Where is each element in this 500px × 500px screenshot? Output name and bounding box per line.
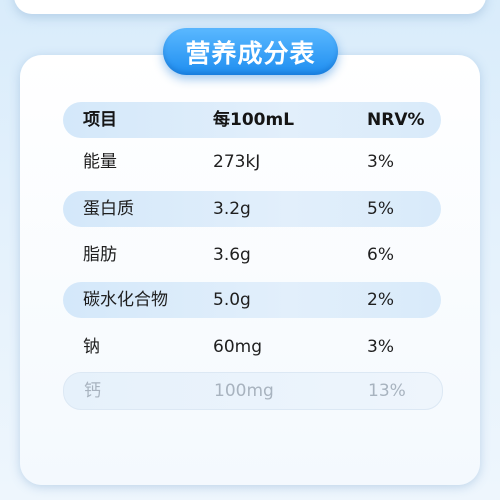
header-per-100ml: 每100mL: [213, 110, 295, 130]
nutrient-nrv: 3%: [367, 337, 394, 357]
nutrient-name: 钙: [84, 381, 101, 401]
nutrient-amount: 60mg: [213, 337, 262, 357]
nutrient-nrv: 5%: [367, 199, 394, 219]
nutrient-name: 碳水化合物: [83, 290, 168, 310]
previous-section-edge: [0, 0, 500, 40]
table-row: 钙 100mg 13%: [63, 372, 443, 410]
nutrient-amount: 3.2g: [213, 199, 251, 219]
table-row: 钠 60mg 3%: [63, 329, 441, 365]
nutrient-name: 蛋白质: [83, 199, 134, 219]
header-nrv: NRV%: [367, 110, 425, 130]
title-badge: 营养成分表: [163, 28, 338, 75]
previous-card-bottom: [14, 0, 486, 14]
table-row: 能量 273kJ 3%: [63, 144, 441, 180]
table-header-row: 项目 每100mL NRV%: [63, 102, 441, 138]
nutrient-amount: 273kJ: [213, 152, 261, 172]
nutrient-amount: 100mg: [214, 381, 274, 401]
nutrient-name: 钠: [83, 337, 100, 357]
page-title: 营养成分表: [185, 38, 316, 68]
table-row: 脂肪 3.6g 6%: [63, 237, 441, 273]
nutrient-nrv: 6%: [367, 245, 394, 265]
table-row: 碳水化合物 5.0g 2%: [63, 282, 441, 318]
nutrient-name: 能量: [83, 152, 117, 172]
table-row: 蛋白质 3.2g 5%: [63, 191, 441, 227]
nutrient-nrv: 13%: [368, 381, 406, 401]
nutrient-amount: 3.6g: [213, 245, 251, 265]
nutrient-nrv: 2%: [367, 290, 394, 310]
nutrient-amount: 5.0g: [213, 290, 251, 310]
nutrient-name: 脂肪: [83, 245, 117, 265]
header-item: 项目: [83, 110, 117, 130]
nutrient-nrv: 3%: [367, 152, 394, 172]
